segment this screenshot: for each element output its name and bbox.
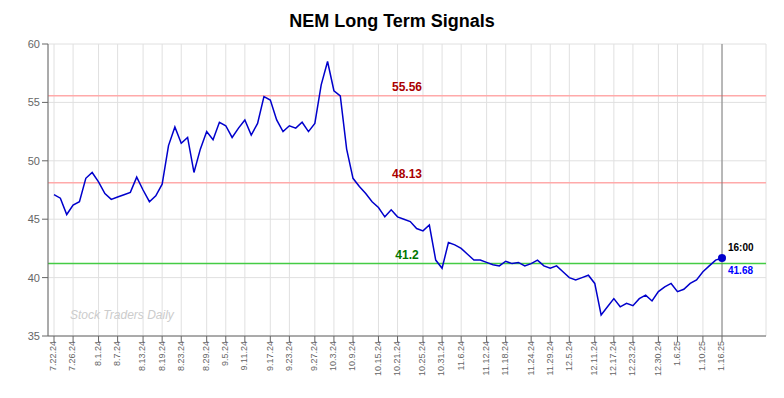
svg-text:60: 60 — [28, 38, 40, 50]
svg-text:41.2: 41.2 — [395, 248, 419, 262]
svg-text:35: 35 — [28, 330, 40, 342]
svg-text:1.16.25: 1.16.25 — [716, 341, 726, 371]
svg-text:41.68: 41.68 — [728, 265, 753, 276]
svg-text:55.56: 55.56 — [392, 80, 422, 94]
svg-text:40: 40 — [28, 272, 40, 284]
svg-text:9.17.24: 9.17.24 — [265, 341, 275, 371]
svg-text:7.26.24: 7.26.24 — [67, 341, 77, 371]
svg-text:10.15.24: 10.15.24 — [373, 341, 383, 376]
svg-text:10.21.24: 10.21.24 — [392, 341, 402, 376]
svg-text:11.29.24: 11.29.24 — [545, 341, 555, 375]
svg-text:8.23.24: 8.23.24 — [176, 341, 186, 371]
svg-text:10.31.24: 10.31.24 — [436, 341, 446, 376]
svg-text:9.27.24: 9.27.24 — [309, 341, 319, 371]
svg-text:50: 50 — [28, 155, 40, 167]
svg-text:11.12.24: 11.12.24 — [481, 341, 491, 375]
svg-text:12.23.24: 12.23.24 — [627, 341, 637, 376]
svg-text:10.9.24: 10.9.24 — [347, 341, 357, 371]
svg-text:8.13.24: 8.13.24 — [137, 341, 147, 371]
svg-text:12.11.24: 12.11.24 — [589, 341, 599, 375]
svg-text:7.22.24: 7.22.24 — [48, 341, 58, 371]
html-text:Stock Traders Daily: Stock Traders Daily — [70, 308, 174, 322]
svg-text:9.11.24: 9.11.24 — [239, 341, 249, 370]
svg-text:12.30.24: 12.30.24 — [653, 341, 663, 376]
svg-text:1.6.25: 1.6.25 — [672, 341, 682, 366]
svg-text:12.5.24: 12.5.24 — [564, 341, 574, 371]
svg-text:48.13: 48.13 — [392, 167, 422, 181]
svg-text:9.23.24: 9.23.24 — [284, 341, 294, 371]
svg-text:8.29.24: 8.29.24 — [201, 341, 211, 371]
svg-text:10.3.24: 10.3.24 — [328, 341, 338, 371]
svg-text:45: 45 — [28, 213, 40, 225]
svg-text:8.19.24: 8.19.24 — [157, 341, 167, 371]
svg-text:11.6.24: 11.6.24 — [456, 341, 466, 370]
svg-text:11.18.24: 11.18.24 — [500, 341, 510, 375]
html-text:NEM Long Term Signals: NEM Long Term Signals — [289, 11, 495, 31]
svg-text:11.24.24: 11.24.24 — [526, 341, 536, 375]
svg-text:8.7.24: 8.7.24 — [112, 341, 122, 366]
svg-text:9.5.24: 9.5.24 — [220, 341, 230, 366]
svg-text:8.1.24: 8.1.24 — [93, 341, 103, 366]
svg-text:12.17.24: 12.17.24 — [608, 341, 618, 376]
svg-text:55: 55 — [28, 96, 40, 108]
svg-text:1.10.25: 1.10.25 — [697, 341, 707, 371]
svg-text:10.25.24: 10.25.24 — [417, 341, 427, 376]
svg-text:16:00: 16:00 — [728, 242, 754, 253]
